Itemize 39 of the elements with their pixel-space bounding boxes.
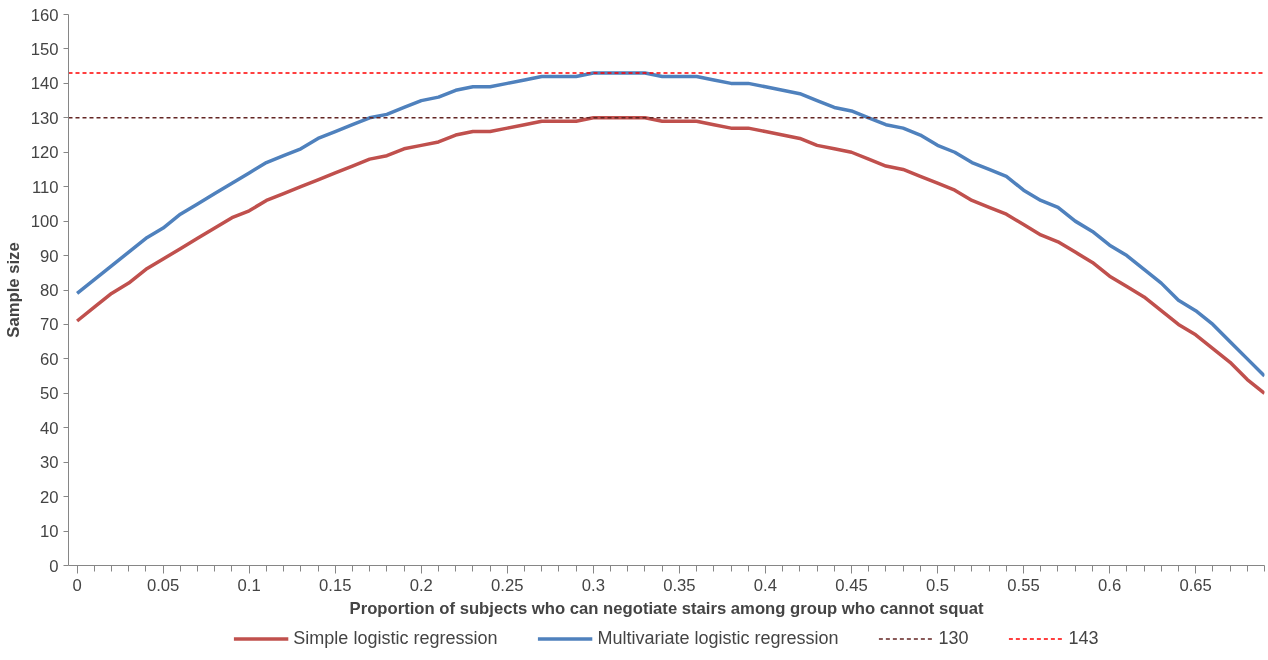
y-tick-label: 130: [30, 108, 59, 128]
y-tick-label: 10: [39, 522, 59, 542]
legend-label: 130: [938, 627, 969, 649]
y-tick-label: 100: [30, 212, 59, 232]
x-tick-label: 0.5: [925, 575, 950, 595]
y-tick-label: 150: [30, 39, 59, 59]
y-tick-label: 120: [30, 143, 59, 163]
y-tick-label: 80: [39, 281, 59, 300]
x-tick-label: 0.25: [491, 575, 524, 595]
x-tick-label: 0.15: [319, 575, 352, 595]
y-tick-label: 140: [30, 74, 59, 94]
y-axis-title: Sample size: [3, 242, 23, 338]
x-tick-label: 0.65: [1179, 575, 1212, 595]
y-tick-label: 20: [39, 487, 59, 507]
y-tick-label: 70: [39, 315, 59, 335]
legend-label: 143: [1068, 627, 1099, 649]
y-tick-label: 30: [39, 453, 59, 473]
y-tick-label: 110: [31, 177, 59, 197]
x-tick-label: 0.1: [237, 575, 261, 595]
x-tick-label: 0.6: [1098, 575, 1122, 595]
y-tick-label: 90: [39, 246, 59, 266]
x-tick-label: 0.05: [146, 575, 180, 595]
y-tick-label: 0: [49, 556, 59, 576]
line-series: [75, 71, 1265, 378]
legend-label: Multivariate logistic regression: [597, 627, 839, 649]
x-tick-label: 0: [72, 575, 82, 595]
y-tick-label: 160: [30, 5, 59, 25]
x-tick-label: 0.4: [753, 575, 778, 595]
x-tick-label: 0.35: [663, 575, 696, 595]
x-tick-label: 0.45: [835, 575, 868, 595]
y-tick-label: 40: [39, 418, 59, 438]
y-tick-label: 60: [39, 349, 59, 369]
legend-label: Simple logistic regression: [293, 627, 498, 649]
y-tick-label: 50: [39, 384, 59, 404]
x-tick-label: 0.2: [409, 575, 433, 595]
line-series: [75, 116, 1265, 396]
x-tick-label: 0.3: [581, 575, 605, 595]
x-tick-label: 0.55: [1007, 575, 1040, 595]
x-axis-title: Proportion of subjects who can negotiate stairs among group who cannot squat: [349, 598, 984, 618]
